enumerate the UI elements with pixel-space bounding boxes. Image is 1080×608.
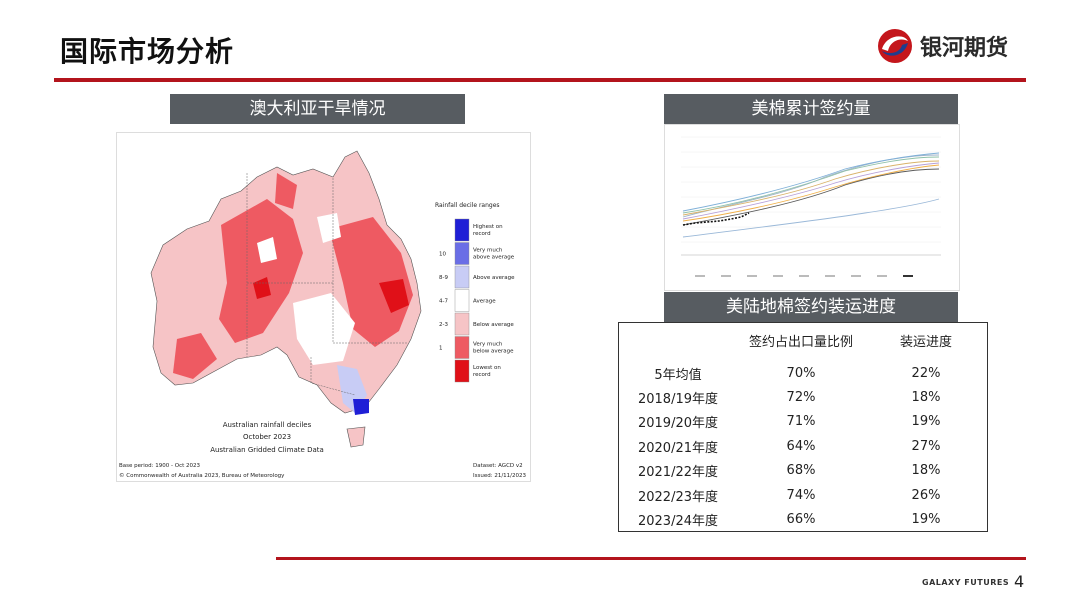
legend-swatch [454, 218, 470, 242]
year-cell: 2021/22年度 [637, 465, 718, 481]
legend-swatch [454, 312, 470, 336]
table-row: 2019/20年度 71% 19% [619, 410, 987, 434]
table-row: 5年均值 70% 22% [619, 361, 987, 385]
legend-swatch [454, 289, 470, 312]
legend-title: Rainfall decile ranges [435, 202, 500, 209]
legend-label: Above average [473, 275, 515, 281]
table-header-row: 签约占出口量比例 装运进度 [619, 323, 987, 361]
series-line [682, 198, 940, 238]
legend-swatch [454, 336, 470, 359]
cumulative-sales-chart [664, 124, 960, 291]
page-number: 4 [1014, 572, 1025, 591]
table-row: 2023/24年度 66% 19% [619, 507, 987, 531]
legend-range: 8-9 [439, 275, 448, 281]
shipment-cell: 19% [911, 414, 941, 430]
footer-brand: GALAXY FUTURES [922, 578, 1010, 587]
year-cell: 2022/23年度 [637, 489, 718, 505]
ratio-cell: 72% [786, 390, 816, 406]
ratio-cell: 64% [786, 438, 816, 454]
legend-label: Very much [473, 248, 503, 254]
year-cell: 2019/20年度 [637, 416, 718, 432]
series-line [682, 164, 940, 222]
year-cell: 2023/24年度 [637, 514, 718, 530]
legend-label: Lowest on [473, 365, 501, 371]
galaxy-swirl-icon [878, 29, 912, 63]
legend-label: Average [473, 299, 496, 305]
cumulative-section-header: 美棉累计签约量 [664, 94, 958, 124]
legend-label: record [473, 372, 491, 378]
series-line [682, 160, 940, 216]
series-line [682, 156, 940, 214]
legend-label: above average [473, 255, 515, 261]
column-header: 签约占出口量比例 [748, 334, 853, 350]
column-header: 装运进度 [899, 334, 952, 350]
map-caption-title: Australian rainfall deciles [223, 421, 312, 429]
shipment-cell: 19% [911, 512, 941, 528]
year-cell: 2018/19年度 [637, 392, 718, 408]
map-dataset: Dataset: AGCD v2 [473, 463, 523, 469]
legend-label: below average [473, 349, 514, 355]
ratio-cell: 71% [786, 414, 816, 430]
ratio-cell: 70% [786, 365, 816, 381]
legend-range: 10 [439, 252, 446, 258]
legend-label: record [473, 231, 491, 237]
series-line [682, 152, 940, 212]
logo-text: 银河期货 [920, 36, 1009, 61]
legend-label: Below average [473, 322, 514, 328]
year-cell: 2020/21年度 [637, 440, 718, 456]
map-issued: Issued: 21/11/2023 [473, 473, 527, 479]
map-section-header: 澳大利亚干旱情况 [170, 94, 465, 124]
map-caption-date: October 2023 [243, 433, 291, 441]
map-base-period: Base period: 1900 - Oct 2023 [119, 463, 200, 469]
legend-range: 2-3 [439, 322, 448, 328]
legend-label: Very much [473, 342, 503, 348]
table-row: 2021/22年度 68% 18% [619, 459, 987, 483]
progress-section-header: 美陆地棉签约装运进度 [664, 292, 958, 322]
map-caption-source: Australian Gridded Climate Data [210, 446, 324, 454]
top-divider [54, 78, 1026, 82]
table-row: 2018/19年度 72% 18% [619, 385, 987, 409]
legend-range: 1 [439, 346, 443, 352]
shipment-cell: 18% [911, 390, 941, 406]
legend-swatch [454, 359, 470, 383]
ratio-cell: 74% [786, 487, 816, 503]
legend-swatch [454, 242, 470, 265]
shipment-cell: 22% [911, 365, 941, 381]
series-line [682, 162, 940, 220]
legend-label: Highest on [473, 224, 503, 230]
australia-rainfall-map: Rainfall decile ranges Highest on record 1… [116, 132, 531, 482]
company-logo: 银河期货 [876, 26, 1008, 66]
table-row: 2022/23年度 74% 26% [619, 483, 987, 507]
year-cell: 5年均值 [654, 367, 702, 383]
legend-swatch [454, 265, 470, 289]
ratio-cell: 66% [786, 512, 816, 528]
legend-range: 4-7 [439, 299, 448, 305]
current-season-line [682, 212, 750, 226]
ratio-cell: 68% [786, 463, 816, 479]
shipment-cell: 27% [911, 438, 941, 454]
series-line [682, 168, 940, 226]
bottom-divider [276, 557, 1026, 560]
shipment-cell: 26% [911, 487, 941, 503]
page-title: 国际市场分析 [60, 35, 235, 68]
table-row: 2020/21年度 64% 27% [619, 434, 987, 458]
map-copyright: © Commonwealth of Australia 2023, Bureau… [119, 472, 285, 479]
shipment-progress-table: 签约占出口量比例 装运进度 5年均值 70% 22% 2018/19年度 72% 18% 2… [618, 322, 988, 532]
column-header [619, 323, 737, 361]
shipment-cell: 18% [911, 463, 941, 479]
